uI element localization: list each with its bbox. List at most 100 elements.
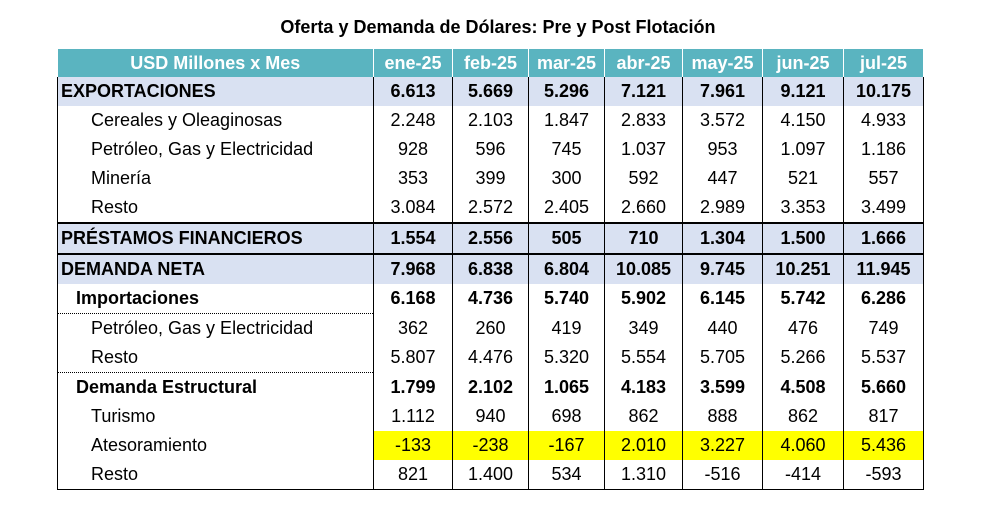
value-cell: 5.320 bbox=[528, 343, 605, 373]
header-cell: ene-25 bbox=[373, 49, 453, 77]
header-cell: abr-25 bbox=[604, 49, 683, 77]
value-cell: 2.833 bbox=[604, 106, 683, 135]
value-cell: -238 bbox=[452, 431, 529, 460]
value-cell: 5.296 bbox=[528, 77, 605, 106]
value-cell: -133 bbox=[373, 431, 453, 460]
value-cell: 2.405 bbox=[528, 193, 605, 223]
header-cell: feb-25 bbox=[452, 49, 529, 77]
header-cell: jul-25 bbox=[843, 49, 924, 77]
value-cell: 1.400 bbox=[452, 460, 529, 490]
value-cell: 5.436 bbox=[843, 431, 924, 460]
value-cell: 710 bbox=[604, 222, 683, 254]
value-cell: 10.251 bbox=[762, 253, 844, 284]
value-cell: 4.736 bbox=[452, 284, 529, 314]
value-cell: 888 bbox=[682, 402, 763, 431]
row-label: DEMANDA NETA bbox=[57, 253, 374, 284]
value-cell: 1.186 bbox=[843, 135, 924, 164]
table-row: PRÉSTAMOS FINANCIEROS 1.554 2.556 505 710 1.3… bbox=[57, 222, 924, 254]
value-cell: 749 bbox=[843, 313, 924, 343]
value-cell: 940 bbox=[452, 402, 529, 431]
value-cell: 4.933 bbox=[843, 106, 924, 135]
table-row: Resto 3.084 2.572 2.405 2.660 2.989 3.353 3.499 bbox=[57, 193, 924, 223]
value-cell: 9.745 bbox=[682, 253, 763, 284]
value-cell: 5.554 bbox=[604, 343, 683, 373]
table-title: Oferta y Demanda de Dólares: Pre y Post … bbox=[280, 17, 716, 37]
row-label: Atesoramiento bbox=[57, 431, 374, 460]
value-cell: 745 bbox=[528, 135, 605, 164]
value-cell: 4.476 bbox=[452, 343, 529, 373]
value-cell: 928 bbox=[373, 135, 453, 164]
row-label: Resto bbox=[57, 460, 374, 490]
value-cell: 1.847 bbox=[528, 106, 605, 135]
value-cell: 3.499 bbox=[843, 193, 924, 223]
value-cell: 440 bbox=[682, 313, 763, 343]
row-label: Petróleo, Gas y Electricidad bbox=[57, 313, 374, 343]
row-label: Petróleo, Gas y Electricidad bbox=[57, 135, 374, 164]
row-label: PRÉSTAMOS FINANCIEROS bbox=[57, 222, 374, 254]
value-cell: 9.121 bbox=[762, 77, 844, 106]
value-cell: -167 bbox=[528, 431, 605, 460]
value-cell: 821 bbox=[373, 460, 453, 490]
row-label: Minería bbox=[57, 164, 374, 193]
value-cell: 399 bbox=[452, 164, 529, 193]
header-cell: jun-25 bbox=[762, 49, 844, 77]
table-row: EXPORTACIONES 6.613 5.669 5.296 7.121 7.961 9.… bbox=[57, 77, 924, 106]
header-cell: may-25 bbox=[682, 49, 763, 77]
value-cell: 4.060 bbox=[762, 431, 844, 460]
table-row: Petróleo, Gas y Electricidad 362 260 419 349… bbox=[57, 313, 924, 343]
value-cell: 7.121 bbox=[604, 77, 683, 106]
value-cell: 5.266 bbox=[762, 343, 844, 373]
value-cell: 300 bbox=[528, 164, 605, 193]
row-label: Resto bbox=[57, 193, 374, 223]
value-cell: 5.742 bbox=[762, 284, 844, 314]
value-cell: 3.572 bbox=[682, 106, 763, 135]
value-cell: 7.961 bbox=[682, 77, 763, 106]
table-row: Petróleo, Gas y Electricidad 928 596 745 1.0… bbox=[57, 135, 924, 164]
header-cell: USD Millones x Mes bbox=[57, 49, 374, 77]
value-cell: 362 bbox=[373, 313, 453, 343]
value-cell: 419 bbox=[528, 313, 605, 343]
value-cell: 5.537 bbox=[843, 343, 924, 373]
value-cell: 1.037 bbox=[604, 135, 683, 164]
value-cell: 5.807 bbox=[373, 343, 453, 373]
value-cell: 5.660 bbox=[843, 372, 924, 402]
value-cell: 2.989 bbox=[682, 193, 763, 223]
value-cell: 6.286 bbox=[843, 284, 924, 314]
table-row: Minería 353 399 300 592 447 521 557 bbox=[57, 164, 924, 193]
value-cell: -516 bbox=[682, 460, 763, 490]
value-cell: 1.554 bbox=[373, 222, 453, 254]
table-row: Turismo 1.112 940 698 862 888 862 817 bbox=[57, 402, 924, 431]
value-cell: 3.599 bbox=[682, 372, 763, 402]
value-cell: -414 bbox=[762, 460, 844, 490]
value-cell: 260 bbox=[452, 313, 529, 343]
value-cell: 1.065 bbox=[528, 372, 605, 402]
value-cell: 3.227 bbox=[682, 431, 763, 460]
fx-supply-demand-table: USD Millones x Mes ene-25 feb-25 mar-25 … bbox=[57, 49, 924, 490]
value-cell: 7.968 bbox=[373, 253, 453, 284]
value-cell: 4.150 bbox=[762, 106, 844, 135]
value-cell: 349 bbox=[604, 313, 683, 343]
value-cell: 1.310 bbox=[604, 460, 683, 490]
value-cell: 2.103 bbox=[452, 106, 529, 135]
value-cell: 2.102 bbox=[452, 372, 529, 402]
value-cell: 5.669 bbox=[452, 77, 529, 106]
value-cell: 3.353 bbox=[762, 193, 844, 223]
value-cell: 4.508 bbox=[762, 372, 844, 402]
value-cell: 953 bbox=[682, 135, 763, 164]
row-label: Turismo bbox=[57, 402, 374, 431]
value-cell: 11.945 bbox=[843, 253, 924, 284]
value-cell: 5.705 bbox=[682, 343, 763, 373]
value-cell: 447 bbox=[682, 164, 763, 193]
value-cell: 521 bbox=[762, 164, 844, 193]
header-cell: mar-25 bbox=[528, 49, 605, 77]
value-cell: 557 bbox=[843, 164, 924, 193]
value-cell: 2.556 bbox=[452, 222, 529, 254]
row-label: Demanda Estructural bbox=[57, 372, 374, 402]
value-cell: -593 bbox=[843, 460, 924, 490]
value-cell: 3.084 bbox=[373, 193, 453, 223]
value-cell: 1.799 bbox=[373, 372, 453, 402]
table-row: Resto 821 1.400 534 1.310 -516 -414 -593 bbox=[57, 460, 924, 490]
value-cell: 1.097 bbox=[762, 135, 844, 164]
row-label: Cereales y Oleaginosas bbox=[57, 106, 374, 135]
value-cell: 505 bbox=[528, 222, 605, 254]
